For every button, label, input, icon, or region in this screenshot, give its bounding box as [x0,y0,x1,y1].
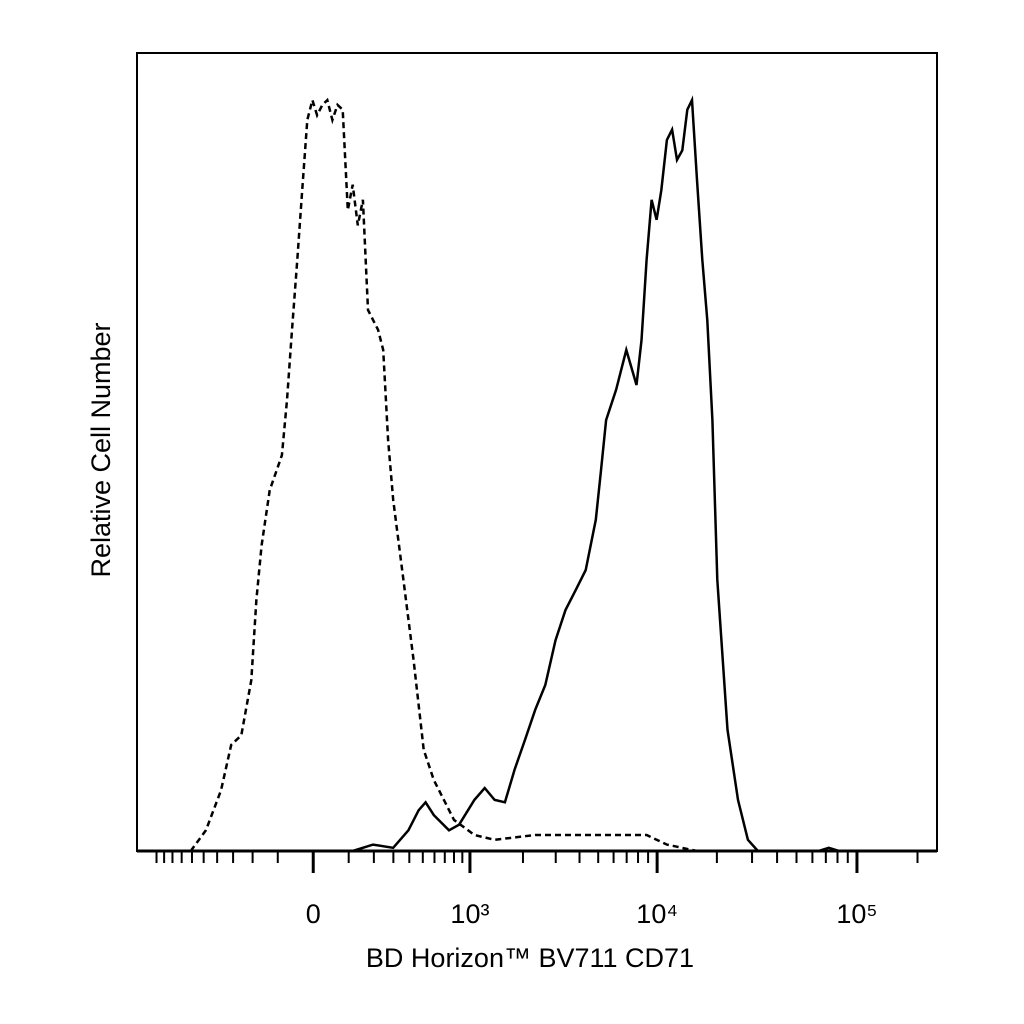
y-axis-label: Relative Cell Number [86,322,116,577]
histogram-line [189,95,698,853]
plot-frame [136,52,938,852]
x-tick-label: 10⁴ [636,899,678,929]
x-tick-label: 10⁵ [836,899,877,929]
x-tick-label: 0 [306,899,321,929]
x-tick-label: 10³ [450,899,489,929]
x-axis-label: BD Horizon™ BV711 CD71 [366,943,694,973]
histogram-line [352,95,840,853]
